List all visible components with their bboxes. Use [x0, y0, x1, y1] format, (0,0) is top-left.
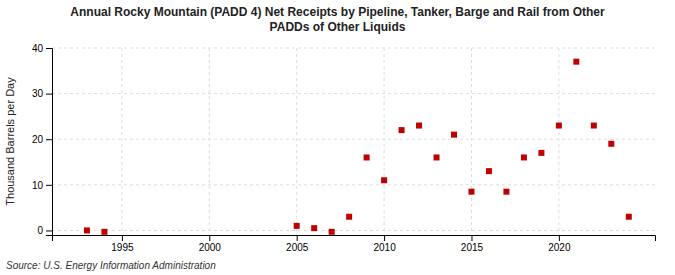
grid-line-x: [558, 48, 559, 235]
title-line: PADDs of Other Liquids: [270, 20, 406, 34]
point: [311, 225, 317, 231]
point: [573, 59, 579, 65]
x-tick: 2000: [199, 235, 222, 253]
point: [399, 127, 405, 133]
y-tick-label: 10: [32, 180, 44, 191]
point: [626, 214, 632, 220]
x-tick: 2010: [373, 235, 396, 253]
y-tick: 10: [32, 180, 52, 191]
point: [84, 227, 90, 233]
x-tick-mark: [209, 235, 210, 241]
points: [84, 59, 632, 235]
point: [503, 189, 509, 195]
title-line: Annual Rocky Mountain (PADD 4) Net Recei…: [70, 5, 605, 19]
y-axis-line: [46, 49, 53, 236]
point: [294, 223, 300, 229]
grid-line-y: [52, 184, 655, 185]
grid-line-x: [471, 48, 472, 235]
y-tick: 30: [32, 88, 52, 99]
point: [101, 229, 107, 235]
y-tick: 20: [32, 134, 52, 145]
grid: [52, 48, 655, 235]
x-tick-mark: [559, 235, 560, 241]
x-tick-mark: [384, 235, 385, 241]
y-axis-title: Thousand Barrels per Day: [4, 77, 16, 206]
x-tick: 2020: [548, 235, 571, 253]
y-tick-mark: [46, 94, 52, 95]
x-tick: 1995: [111, 235, 134, 253]
x-tick-label: 2015: [461, 242, 484, 253]
point: [451, 132, 457, 138]
x-tick-label: 2000: [199, 242, 222, 253]
x-tick: 2015: [461, 235, 484, 253]
y-tick-mark: [46, 48, 52, 49]
grid-line-y: [52, 93, 655, 94]
grid-line-x: [209, 48, 210, 235]
x-tick-mark: [471, 235, 472, 241]
x-axis: 1995 2000 2005 2010 2015 2020: [53, 235, 656, 253]
y-tick: 0: [37, 225, 52, 236]
grid-line-x: [384, 48, 385, 235]
point: [329, 229, 335, 235]
point: [608, 141, 614, 147]
point: [521, 154, 527, 160]
y-axis: 0 10 20 30 40: [32, 43, 53, 236]
point: [591, 123, 597, 129]
annotation: Source: U.S. Energy Information Administ…: [6, 260, 216, 271]
point: [468, 189, 474, 195]
point: [556, 123, 562, 129]
y-tick-mark: [46, 185, 52, 186]
point: [416, 123, 422, 129]
x-tick-label: 2010: [373, 242, 396, 253]
x-tick-mark: [297, 235, 298, 241]
y-tick-label: 30: [32, 88, 44, 99]
x-tick-label: 1995: [111, 242, 134, 253]
y-tick-label: 0: [37, 225, 43, 236]
grid-line-x: [296, 48, 297, 235]
point: [434, 154, 440, 160]
x-tick: 2005: [286, 235, 309, 253]
grid-line-x: [121, 48, 122, 235]
y-tick-label: 40: [32, 43, 44, 54]
x-axis-line: [53, 236, 656, 242]
plot: 1995 2000 2005 2010 2015 2020 0 10 20 30 40: [32, 43, 656, 253]
title: Annual Rocky Mountain (PADD 4) Net Recei…: [70, 5, 605, 34]
y-tick: 40: [32, 43, 52, 54]
x-tick-label: 2020: [548, 242, 571, 253]
grid-line-y: [52, 48, 655, 49]
point: [346, 214, 352, 220]
point: [364, 154, 370, 160]
point: [538, 150, 544, 156]
point: [486, 168, 492, 174]
x-tick-label: 2005: [286, 242, 309, 253]
chart: Annual Rocky Mountain (PADD 4) Net Recei…: [0, 0, 675, 275]
y-tick-mark: [46, 139, 52, 140]
point: [381, 177, 387, 183]
grid-line-y: [52, 139, 655, 140]
grid-line-y: [52, 230, 655, 231]
x-tick-mark: [122, 235, 123, 241]
y-tick-label: 20: [32, 134, 44, 145]
y-tick-mark: [46, 230, 52, 231]
